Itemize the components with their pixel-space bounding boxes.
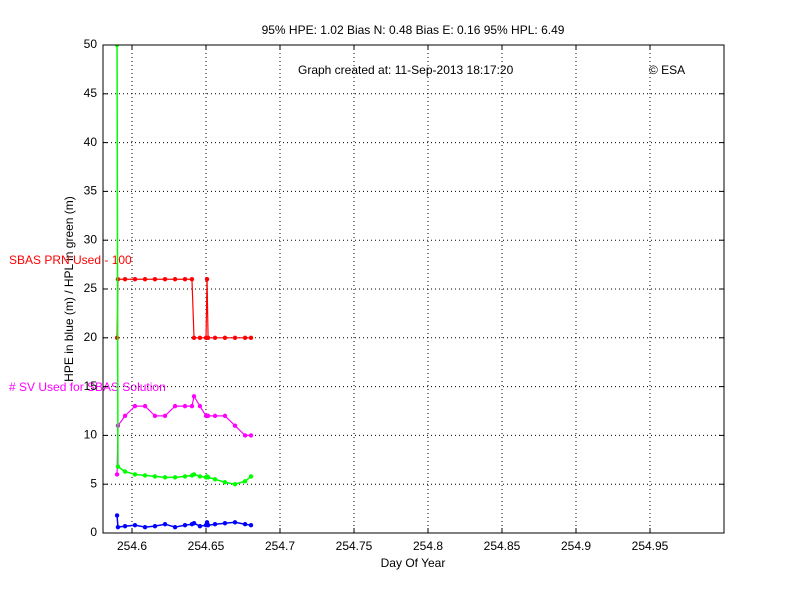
x-tick-label: 254.85 (484, 539, 521, 553)
data-point (172, 277, 178, 282)
data-point (189, 403, 195, 409)
y-tick-label: 5 (90, 476, 97, 490)
data-point (162, 413, 168, 419)
x-tick-label: 254.6 (117, 539, 147, 553)
data-point (205, 475, 211, 480)
data-point (212, 413, 218, 419)
data-point (232, 423, 238, 428)
data-point (197, 474, 203, 479)
data-point (172, 524, 178, 530)
annotation: Graph created at: 11-Sep-2013 18:17:20 (298, 63, 514, 77)
data-point (114, 45, 120, 48)
y-tick-label: 35 (84, 184, 98, 198)
y-tick-label: 20 (84, 330, 98, 344)
data-point (162, 522, 168, 527)
data-point (212, 477, 218, 482)
data-point (248, 433, 254, 438)
y-tick-label: 0 (90, 525, 97, 539)
data-point (122, 523, 128, 529)
data-point (142, 524, 148, 530)
y-tick-label: 30 (84, 232, 98, 246)
data-point (212, 335, 218, 340)
data-point (115, 464, 121, 469)
data-point (162, 277, 168, 282)
y-tick-label: 50 (84, 37, 98, 51)
data-point (197, 403, 203, 409)
data-point (122, 413, 128, 419)
data-point (242, 433, 248, 438)
data-point (222, 521, 228, 526)
data-point (232, 482, 238, 487)
x-tick-label: 254.9 (561, 539, 591, 553)
data-point (222, 335, 228, 340)
y-tick-label: 40 (84, 135, 98, 149)
x-tick-label: 254.75 (336, 539, 373, 553)
y-tick-label: 15 (84, 379, 98, 393)
data-point (182, 522, 188, 528)
x-tick-label: 254.95 (632, 539, 669, 553)
x-tick-label: 254.7 (265, 539, 295, 553)
data-point (114, 472, 120, 477)
data-point (152, 277, 158, 282)
data-point (142, 277, 148, 282)
data-point (189, 277, 195, 282)
annotation: SBAS PRN Used - 100 (9, 253, 132, 267)
x-tick-label: 254.8 (413, 539, 443, 553)
data-point (204, 277, 210, 282)
y-tick-label: 45 (84, 86, 98, 100)
data-point (182, 277, 188, 282)
data-point (205, 522, 211, 528)
data-point (248, 522, 254, 528)
x-tick-label: 254.65 (188, 539, 225, 553)
data-point (212, 522, 218, 527)
data-point (242, 335, 248, 340)
data-point (191, 394, 197, 399)
data-point (242, 479, 248, 484)
y-axis-label: HPE in blue (m) / HPL in green (m) (62, 196, 76, 382)
axes-box (102, 44, 725, 534)
x-axis-label: Day Of Year (381, 556, 446, 570)
data-point (142, 473, 148, 478)
data-point (182, 474, 188, 479)
data-point (122, 277, 128, 282)
data-point (232, 335, 238, 340)
plot-area (103, 45, 724, 533)
data-point (132, 472, 138, 477)
annotation: © ESA (649, 63, 685, 77)
data-point (172, 475, 178, 480)
data-point (197, 335, 203, 340)
data-point (115, 524, 121, 530)
data-point (222, 413, 228, 419)
data-point (232, 520, 238, 525)
y-tick-label: 25 (84, 281, 98, 295)
data-point (162, 475, 168, 480)
y-tick-label: 10 (84, 428, 98, 442)
data-point (172, 403, 178, 409)
data-point (132, 277, 138, 282)
data-point (182, 403, 188, 409)
data-point (132, 403, 138, 409)
data-point (191, 335, 197, 340)
data-point (142, 403, 148, 409)
data-point (222, 480, 228, 485)
annotation: # SV Used for SBAS Solution (9, 380, 166, 394)
data-point (248, 335, 254, 340)
data-point (114, 513, 120, 518)
data-point (242, 522, 248, 527)
data-point (197, 523, 203, 529)
data-point (122, 469, 128, 474)
data-point (152, 413, 158, 419)
data-point (152, 523, 158, 529)
data-point (152, 474, 158, 479)
data-point (191, 521, 197, 526)
data-point (191, 472, 197, 477)
data-point (132, 522, 138, 528)
data-point (205, 413, 211, 419)
data-point (205, 335, 211, 340)
data-point (248, 474, 254, 479)
chart-title: 95% HPE: 1.02 Bias N: 0.48 Bias E: 0.16 … (262, 23, 565, 37)
